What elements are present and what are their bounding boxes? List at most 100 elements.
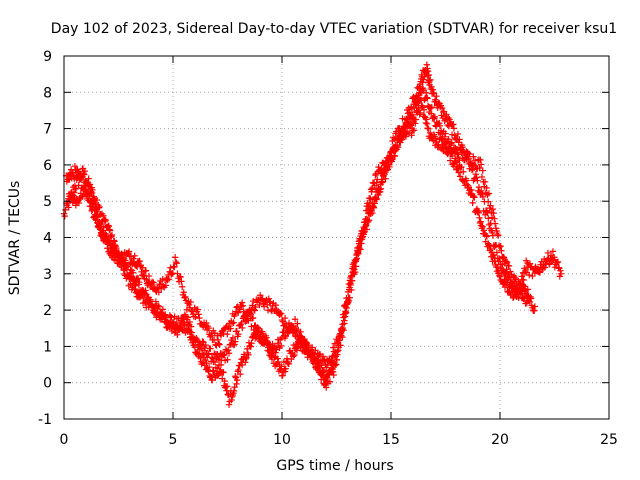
data-point [354,248,362,255]
data-point [446,144,453,152]
data-point [422,89,430,97]
data-point [526,298,534,306]
data-point [329,368,337,376]
data-point [141,290,148,297]
data-point [88,207,95,215]
data-point [301,346,309,354]
data-point [476,214,483,222]
data-point [177,273,184,281]
data-point [189,334,197,341]
data-point [148,278,156,286]
data-point [154,284,161,292]
data-point [111,241,119,249]
data-point [365,203,372,210]
data-point [554,258,562,266]
data-point [182,293,189,301]
data-point [136,278,143,286]
y-tick-label: 3 [43,267,52,283]
data-point [425,125,432,132]
data-point [171,263,178,271]
data-point [274,355,281,362]
data-point [108,233,115,240]
data-point [339,333,346,341]
data-point [86,185,94,193]
data-point [494,231,501,238]
data-point [249,297,257,305]
data-point [425,71,432,79]
data-point [221,351,228,359]
data-point [282,365,289,372]
data-point [110,237,118,244]
data-point [168,314,175,321]
data-point [209,367,217,374]
data-point [491,215,498,222]
data-point [469,199,476,207]
data-point [238,319,245,327]
data-point [479,223,486,230]
data-point [248,340,255,347]
data-point [334,347,342,354]
data-point [196,346,203,354]
y-axis-label: SDTVAR / TECUs [7,181,23,296]
data-point [448,139,455,146]
data-point [484,198,492,205]
data-point [342,309,350,317]
data-point [557,270,565,277]
data-point [431,115,438,122]
data-point [427,104,434,112]
data-point [424,67,432,75]
data-point [79,173,86,180]
data-point [489,205,497,213]
data-point [215,371,222,379]
data-point [132,285,139,293]
data-point [522,267,529,275]
data-point [88,189,96,197]
data-point [412,116,420,123]
data-point [489,229,496,236]
data-point [252,303,259,311]
data-point [203,359,210,367]
data-point [314,365,321,372]
data-point [445,136,452,143]
data-point [331,362,339,369]
data-point [479,167,486,174]
data-point [204,350,212,357]
data-point [480,227,488,234]
data-point [214,372,221,380]
data-point [194,306,201,313]
data-point [247,343,255,350]
data-point [498,247,505,254]
data-point [129,276,137,284]
data-point [232,338,239,345]
data-point [503,266,510,273]
data-point [239,324,246,332]
data-point [283,355,291,362]
data-point [383,164,390,171]
data-point [357,240,364,247]
data-point [101,217,109,225]
data-point [130,258,138,266]
data-point [316,362,324,369]
data-point [275,358,282,366]
data-point [202,356,209,364]
data-point [410,127,418,134]
data-point [428,103,435,111]
data-point [478,187,485,195]
data-point [91,200,99,208]
data-point [130,255,137,262]
data-point [496,243,504,251]
data-point [246,309,254,317]
data-point [138,268,145,276]
data-point [140,272,148,279]
data-point [142,287,149,294]
data-point [322,376,329,384]
data-point [419,79,426,86]
data-point [525,292,532,299]
data-point [216,341,223,348]
data-point [130,280,137,287]
data-point [281,368,289,375]
data-point [541,264,549,271]
data-point [122,264,129,272]
data-point [465,155,472,162]
data-point [102,230,109,237]
